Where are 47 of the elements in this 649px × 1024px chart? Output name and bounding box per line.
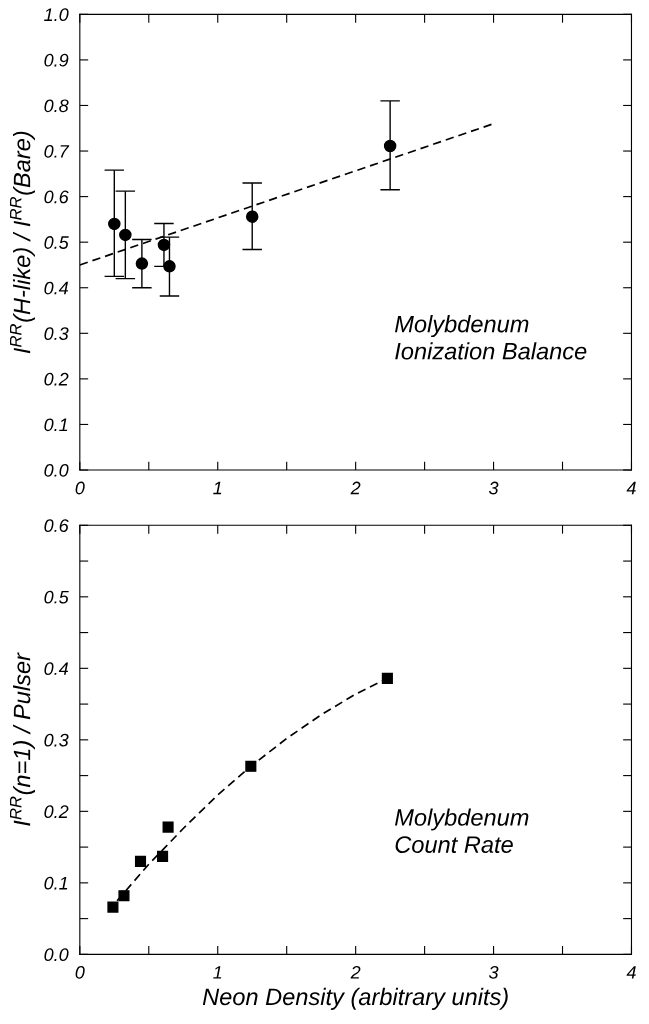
y-tick-label: 1.0 bbox=[44, 8, 69, 22]
y-tick-label: 0.5 bbox=[44, 236, 69, 249]
y-tick-label: 0.1 bbox=[44, 876, 68, 890]
y-tick-label: 0.7 bbox=[44, 144, 70, 158]
x-tick-label: 0 bbox=[75, 965, 85, 979]
point bbox=[245, 210, 259, 223]
y-axis-title: I$^{RR}$(n=1) / Pulser bbox=[10, 652, 36, 826]
annotation: Molybdenum Count Rate bbox=[394, 808, 529, 853]
annotation: Molybdenum Ionization Balance bbox=[394, 315, 587, 360]
point bbox=[157, 850, 169, 862]
y-tick-label: 0.3 bbox=[44, 327, 69, 341]
y-tick-label: 0.5 bbox=[44, 590, 69, 604]
y-tick-label: 0.4 bbox=[44, 662, 69, 676]
y-tick-label: 0.6 bbox=[44, 519, 69, 533]
y-tick-label: 0.4 bbox=[44, 281, 69, 295]
y-tick-label: 0.0 bbox=[44, 463, 69, 477]
y-tick-label: 0.9 bbox=[44, 53, 69, 67]
x-axis-title: Neon Density (arbitrary units) bbox=[202, 987, 508, 1010]
y-tick-label: 0.3 bbox=[44, 733, 69, 747]
x-tick-label: 3 bbox=[488, 965, 499, 979]
y-tick-label: 0.1 bbox=[44, 418, 68, 432]
point bbox=[157, 238, 171, 252]
x-tick-label: 3 bbox=[488, 481, 499, 495]
x-tick-label: 0 bbox=[75, 481, 85, 495]
point bbox=[134, 855, 147, 867]
point bbox=[162, 821, 174, 833]
y-axis-title: I$^{RR}$(H-like) / I$^{RR}$(Bare) bbox=[10, 131, 36, 354]
x-tick-label: 1 bbox=[213, 966, 222, 979]
x-tick-label: 2 bbox=[350, 481, 361, 495]
y-tick-label: 0.6 bbox=[44, 190, 69, 204]
point bbox=[108, 217, 121, 231]
x-tick-label: 2 bbox=[350, 965, 361, 979]
y-tick-label: 0.8 bbox=[44, 99, 69, 113]
point bbox=[107, 901, 119, 913]
x-tick-label: 4 bbox=[626, 481, 636, 495]
point bbox=[383, 139, 397, 153]
point bbox=[245, 760, 257, 772]
y-tick-label: 0.0 bbox=[44, 948, 69, 962]
point bbox=[381, 672, 393, 684]
point bbox=[163, 260, 176, 273]
point bbox=[135, 257, 149, 270]
y-tick-label: 0.2 bbox=[44, 805, 69, 819]
x-tick-label: 4 bbox=[626, 966, 636, 979]
point bbox=[119, 228, 132, 242]
y-tick-label: 0.2 bbox=[44, 372, 69, 386]
x-tick-label: 1 bbox=[213, 481, 222, 495]
point bbox=[118, 890, 130, 902]
